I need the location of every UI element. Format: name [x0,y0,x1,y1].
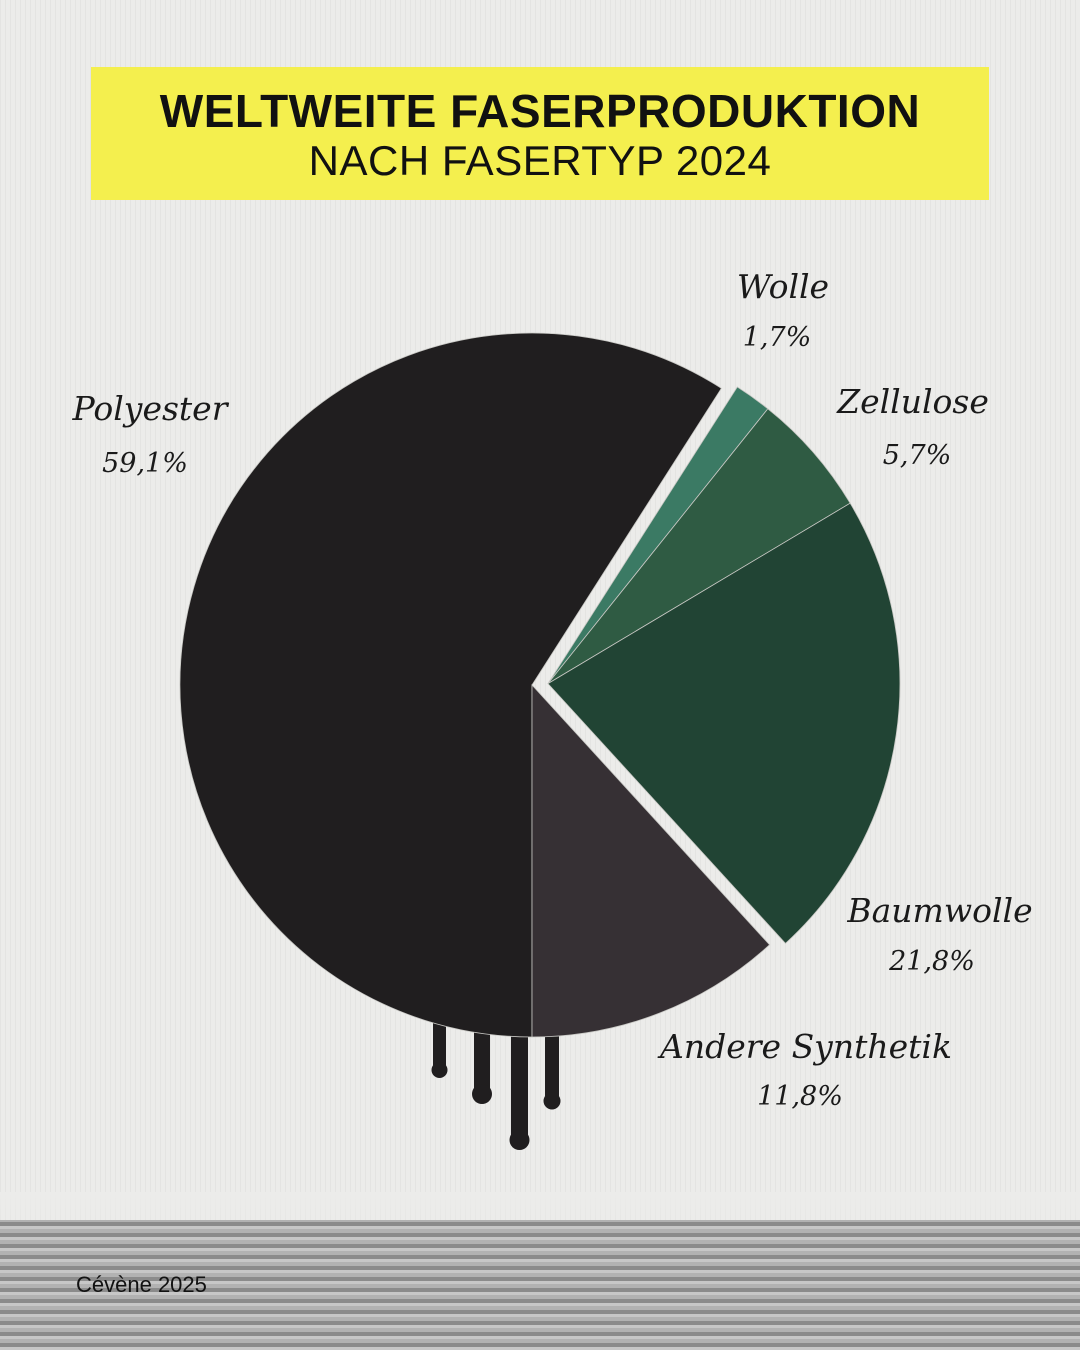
pie-slice-polyester [179,332,722,1038]
pie-slice-zellulose [547,408,851,684]
slice-value-baumwolle: 21,8% [888,946,975,977]
chart-title: WELTWEITE FASERPRODUKTION [159,85,921,137]
slice-value-wolle: 1,7% [743,322,812,353]
slice-value-zellulose: 5,7% [883,440,952,471]
pie-slice-baumwolle [547,502,901,944]
water-texture [0,1220,1080,1350]
slice-label-baumwolle: Baumwolle [846,891,1032,930]
title-banner: WELTWEITE FASERPRODUKTION NACH FASERTYP … [91,67,989,200]
slice-label-polyester: Polyester [72,389,230,428]
pie-slice-andere-synthetik [531,683,771,1038]
slice-value-polyester: 59,1% [102,448,188,479]
slice-label-zellulose: Zellulose [836,382,989,421]
slice-value-andere-synthetik: 11,8% [757,1081,843,1112]
slice-label-andere-synthetik: Andere Synthetik [657,1027,952,1066]
slice-label-wolle: Wolle [737,267,829,306]
chart-subtitle: NACH FASERTYP 2024 [308,137,772,184]
credit-text: Cévène 2025 [76,1272,207,1297]
